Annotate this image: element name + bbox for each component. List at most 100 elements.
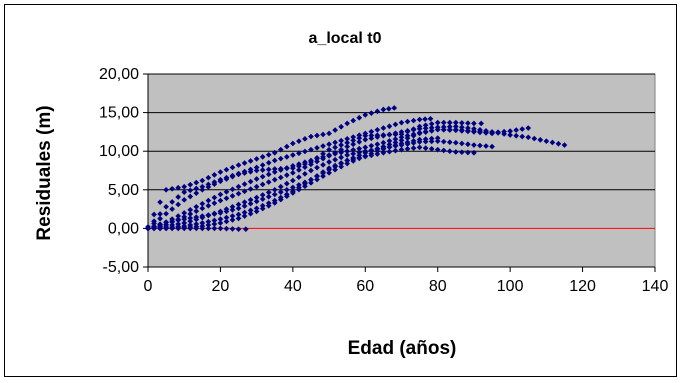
data-point <box>296 163 302 169</box>
data-point <box>440 138 447 145</box>
data-point <box>428 124 435 131</box>
data-point <box>392 142 399 149</box>
data-point <box>169 199 175 205</box>
data-point <box>344 120 351 127</box>
y-tick-label: -5,00 <box>103 259 140 276</box>
data-point <box>223 189 230 195</box>
data-point <box>344 143 351 150</box>
data-point <box>320 170 326 176</box>
data-point <box>229 173 236 180</box>
data-point <box>392 147 399 154</box>
data-point <box>320 143 326 149</box>
data-point <box>428 138 435 145</box>
data-point <box>163 210 169 217</box>
data-point <box>181 220 188 226</box>
data-point <box>211 200 218 207</box>
data-point <box>235 215 242 222</box>
data-point <box>374 141 381 148</box>
data-point <box>241 160 248 166</box>
data-point <box>175 225 182 232</box>
data-point <box>211 221 218 227</box>
data-point <box>187 225 194 232</box>
data-point <box>320 173 326 179</box>
data-point <box>205 184 212 190</box>
data-point <box>181 183 188 190</box>
data-point <box>283 172 290 178</box>
data-point <box>290 177 296 184</box>
data-point <box>290 190 296 196</box>
data-point <box>253 194 260 201</box>
data-point <box>385 105 392 112</box>
data-point <box>465 125 471 131</box>
data-point <box>271 200 278 206</box>
data-point <box>338 146 344 153</box>
data-point <box>368 110 375 116</box>
data-point <box>181 216 188 222</box>
data-point <box>356 114 363 121</box>
data-point <box>187 181 194 188</box>
data-point <box>283 165 290 172</box>
data-point <box>326 159 332 165</box>
data-point <box>410 145 417 151</box>
data-point <box>549 139 556 146</box>
y-tick-label: 5,00 <box>108 182 139 199</box>
data-point <box>265 166 272 173</box>
data-point <box>199 186 206 193</box>
data-point <box>253 164 260 171</box>
data-point <box>169 206 175 212</box>
data-point <box>452 149 459 155</box>
data-point <box>211 217 218 224</box>
data-point <box>181 225 188 232</box>
data-point <box>302 183 308 190</box>
data-point <box>235 211 242 218</box>
data-point <box>428 146 435 152</box>
data-point <box>422 125 429 132</box>
data-point <box>163 225 169 232</box>
data-point <box>277 183 284 190</box>
data-point <box>338 154 344 161</box>
data-point <box>392 136 399 142</box>
data-point <box>368 132 375 139</box>
data-point <box>265 189 272 196</box>
data-point <box>434 146 441 153</box>
data-point <box>410 132 417 139</box>
data-point <box>296 174 302 181</box>
data-point <box>428 135 435 142</box>
data-point <box>271 166 278 172</box>
data-point <box>253 167 260 174</box>
data-point <box>374 127 381 133</box>
data-point <box>350 117 357 124</box>
data-point <box>338 160 344 167</box>
data-point <box>187 215 194 221</box>
data-point <box>247 178 254 185</box>
data-point <box>241 199 248 205</box>
data-point <box>308 167 314 174</box>
data-point <box>410 138 417 144</box>
data-point <box>308 133 314 140</box>
data-point <box>193 185 200 192</box>
data-point <box>362 144 369 151</box>
data-point <box>241 188 248 195</box>
data-point <box>199 177 206 184</box>
x-tick-label: 100 <box>497 278 524 295</box>
data-point <box>296 150 302 157</box>
data-point <box>495 130 501 136</box>
data-point <box>205 197 212 204</box>
data-point <box>277 155 284 162</box>
data-point <box>362 153 369 159</box>
data-point <box>332 163 338 170</box>
data-point <box>253 205 260 212</box>
data-point <box>223 218 230 225</box>
data-point <box>290 152 296 158</box>
data-point <box>452 127 459 134</box>
data-point <box>205 174 212 181</box>
data-point <box>440 127 447 133</box>
chart-title: a_local t0 <box>309 30 382 47</box>
data-point <box>362 112 369 118</box>
data-point <box>446 123 453 130</box>
data-point <box>283 154 290 160</box>
chart-frame: a_local t0 -5,00 0,00 5,00 10,00 15,00 20,00 0… <box>4 4 677 377</box>
data-point <box>320 162 326 168</box>
data-point <box>434 138 441 144</box>
data-point <box>356 132 363 139</box>
